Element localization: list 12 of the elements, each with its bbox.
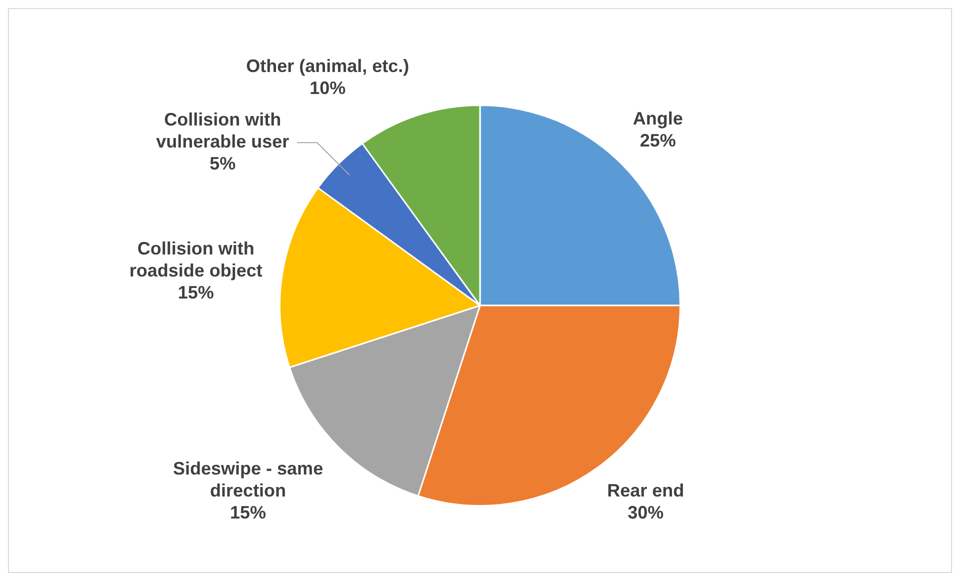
data-label: 15% — [178, 282, 214, 303]
slice-label: Sideswipe - same direction — [173, 458, 324, 500]
data-label: 5% — [210, 154, 236, 174]
data-label: 15% — [230, 502, 266, 522]
slice-label: Other (animal, etc.) — [246, 56, 410, 76]
slice-label: Angle — [632, 108, 683, 129]
slice-label: Collision with roadside object — [129, 238, 262, 281]
data-label: 25% — [640, 130, 676, 151]
data-label: 10% — [310, 78, 346, 98]
slice-label: Rear end — [607, 480, 684, 500]
slice-label: Collision with vulnerable user — [156, 110, 290, 152]
data-label: 30% — [628, 502, 664, 522]
